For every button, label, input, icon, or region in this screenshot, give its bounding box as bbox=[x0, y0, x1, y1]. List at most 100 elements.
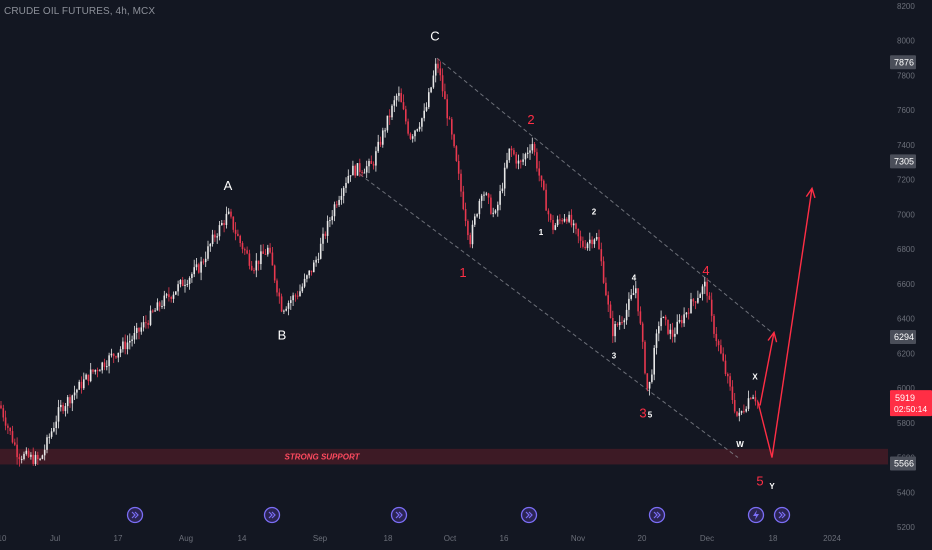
candle-body bbox=[446, 99, 448, 119]
candle-body bbox=[294, 295, 297, 297]
candle-body bbox=[384, 130, 386, 132]
y-tick-label: 5400 bbox=[897, 488, 915, 497]
candle-body bbox=[538, 168, 540, 176]
event-chevron-icon[interactable] bbox=[520, 506, 538, 524]
x-tick-label: Sep bbox=[313, 534, 328, 543]
candle-body bbox=[614, 324, 616, 337]
candle-body bbox=[276, 280, 278, 293]
candle-body bbox=[566, 218, 568, 222]
candle-body bbox=[554, 225, 557, 230]
candle-body bbox=[108, 355, 110, 367]
candle-body bbox=[250, 265, 253, 271]
y-tick-label: 5200 bbox=[897, 523, 915, 532]
candle-body bbox=[50, 431, 53, 437]
candle-body bbox=[667, 319, 669, 334]
candle-body bbox=[651, 374, 653, 382]
candle-body bbox=[27, 450, 30, 457]
candle-body bbox=[478, 200, 481, 215]
candle-body bbox=[122, 341, 124, 350]
candle-body bbox=[418, 126, 421, 130]
candle-body bbox=[618, 322, 621, 326]
projection-short-line bbox=[759, 332, 775, 406]
wave-label: 4 bbox=[702, 263, 709, 278]
candle-body bbox=[694, 301, 697, 303]
wave-label: 2 bbox=[592, 207, 597, 216]
candle-body bbox=[181, 280, 184, 286]
candle-body bbox=[292, 295, 294, 301]
candle-body bbox=[382, 130, 384, 145]
candle-body bbox=[506, 160, 508, 168]
candle-body bbox=[7, 425, 9, 428]
candle-body bbox=[676, 321, 678, 334]
candle-body bbox=[736, 411, 738, 416]
price-badge-value: 7305 bbox=[894, 156, 914, 166]
candle-body bbox=[11, 431, 14, 443]
candle-body bbox=[207, 246, 209, 259]
candle-body bbox=[589, 239, 591, 244]
candle-body bbox=[729, 376, 731, 387]
candle-body bbox=[191, 274, 193, 279]
wave-label: 1 bbox=[539, 228, 544, 237]
y-tick-label: 8000 bbox=[897, 37, 915, 46]
event-chevron-icon[interactable] bbox=[773, 506, 791, 524]
candle-body bbox=[409, 133, 412, 139]
event-chevron-icon[interactable] bbox=[126, 506, 144, 524]
last-price-value: 5919 bbox=[895, 393, 915, 403]
candle-body bbox=[510, 148, 513, 151]
candle-body bbox=[395, 95, 398, 101]
candle-body bbox=[301, 286, 304, 292]
candle-body bbox=[572, 223, 575, 226]
event-chevron-icon[interactable] bbox=[648, 506, 666, 524]
candle-body bbox=[692, 299, 695, 302]
candle-body bbox=[175, 291, 177, 295]
candle-body bbox=[520, 160, 522, 162]
candle-body bbox=[161, 306, 163, 308]
candle-body bbox=[720, 345, 722, 354]
candle-body bbox=[46, 437, 48, 450]
candle-body bbox=[267, 247, 269, 255]
candle-body bbox=[448, 118, 451, 120]
candle-body bbox=[142, 322, 145, 328]
candle-body bbox=[145, 322, 147, 324]
candle-body bbox=[724, 360, 727, 374]
candle-body bbox=[336, 204, 338, 206]
candle-body bbox=[221, 222, 223, 226]
candle-body bbox=[352, 165, 354, 176]
candle-body bbox=[457, 160, 460, 174]
candle-body bbox=[437, 63, 439, 69]
candle-body bbox=[188, 278, 191, 284]
candle-body bbox=[646, 373, 649, 389]
candle-body bbox=[526, 152, 529, 155]
candle-body bbox=[115, 356, 117, 358]
candle-body bbox=[701, 286, 704, 295]
candle-body bbox=[462, 191, 465, 210]
bolt-icon[interactable] bbox=[747, 506, 765, 524]
y-tick-label: 6600 bbox=[897, 280, 915, 289]
candle-body bbox=[655, 333, 658, 348]
candle-body bbox=[467, 221, 469, 236]
candle-body bbox=[593, 239, 596, 245]
support-label: STRONG SUPPORT bbox=[285, 453, 361, 462]
candle-body bbox=[140, 327, 143, 332]
candle-body bbox=[561, 219, 563, 222]
candle-body bbox=[388, 115, 391, 118]
candle-body bbox=[411, 136, 414, 139]
candle-body bbox=[211, 234, 214, 244]
candle-body bbox=[354, 165, 356, 176]
candle-body bbox=[708, 295, 711, 300]
event-chevron-icon[interactable] bbox=[263, 506, 281, 524]
price-badge: 6294 bbox=[890, 330, 916, 345]
candle-body bbox=[133, 332, 136, 340]
candle-body bbox=[681, 319, 683, 324]
event-chevron-icon[interactable] bbox=[390, 506, 408, 524]
candle-body bbox=[713, 315, 715, 334]
candle-body bbox=[119, 349, 122, 353]
candle-body bbox=[605, 282, 607, 296]
candle-body bbox=[106, 366, 108, 368]
candle-body bbox=[101, 362, 103, 371]
channel-lower-line bbox=[359, 174, 739, 458]
candle-body bbox=[60, 404, 62, 408]
x-tick-label: Jul bbox=[50, 534, 60, 543]
candle-body bbox=[232, 216, 235, 230]
